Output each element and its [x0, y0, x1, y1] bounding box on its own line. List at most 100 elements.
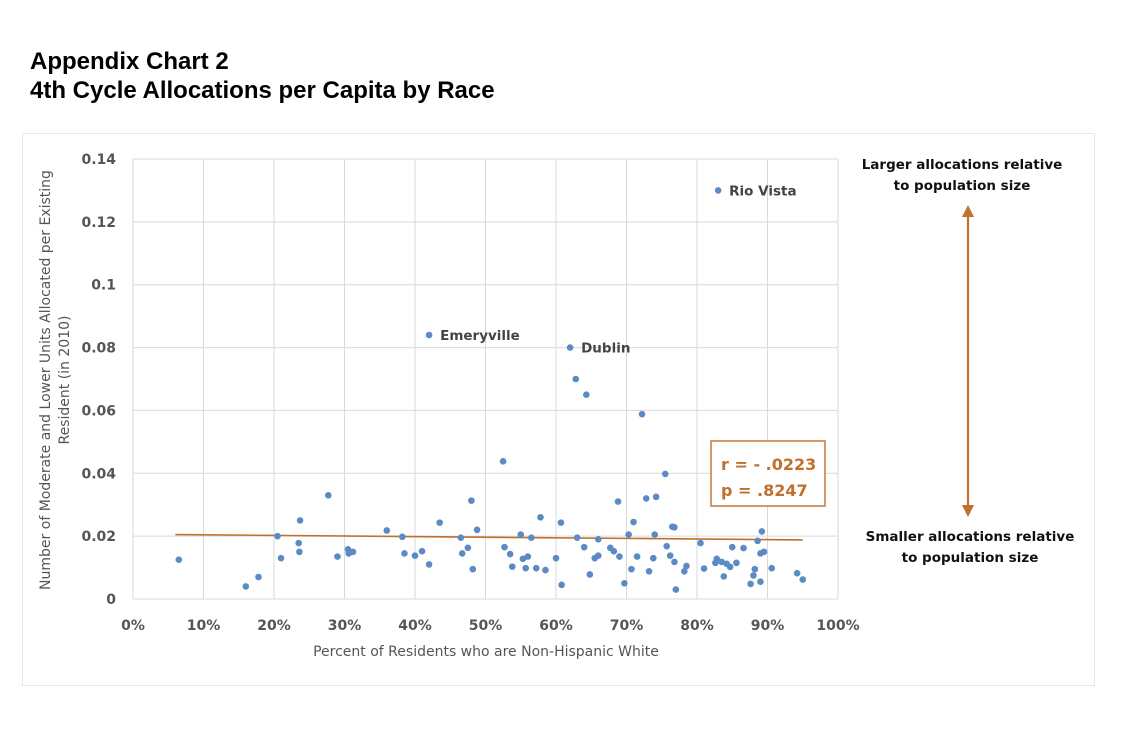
point-label: Emeryville: [440, 328, 520, 344]
data-point: [418, 547, 426, 555]
data-point: [628, 565, 635, 573]
data-point: [517, 531, 525, 538]
data-point: [614, 498, 622, 505]
data-point: [621, 579, 628, 587]
larger-note-line-2: to population size: [893, 178, 1031, 194]
data-point: [436, 519, 443, 526]
y-axis-label-line-2: Resident (in 2010): [57, 316, 73, 445]
data-point: [537, 513, 544, 521]
data-point: [754, 537, 761, 545]
data-point: [469, 565, 477, 573]
x-tick-label: 90%: [751, 618, 785, 634]
data-point: [255, 573, 262, 581]
data-point: [671, 524, 678, 531]
data-point: [558, 581, 565, 589]
data-point: [528, 534, 535, 542]
data-point: [700, 565, 708, 572]
x-tick-label: 40%: [398, 618, 432, 634]
point-label: Rio Vista: [729, 183, 796, 199]
data-point: [573, 534, 581, 542]
data-point: [457, 534, 465, 542]
data-point: [610, 547, 618, 555]
data-point: [751, 565, 759, 573]
data-point: [295, 539, 302, 547]
data-point: [296, 517, 304, 524]
data-point: [630, 518, 637, 526]
data-point: [411, 552, 419, 559]
x-tick-label: 70%: [610, 618, 644, 634]
data-point: [728, 543, 736, 551]
data-point: [760, 548, 768, 556]
data-point: [277, 554, 285, 562]
data-point: [524, 553, 532, 560]
data-point: [349, 548, 357, 556]
data-point: [633, 553, 641, 560]
chart-title: Appendix Chart 2 4th Cycle Allocations p…: [30, 47, 495, 105]
data-point: [757, 578, 764, 586]
y-tick-label: 0.1: [91, 278, 116, 294]
data-point: [651, 531, 658, 538]
title-line-1: Appendix Chart 2: [30, 48, 229, 75]
data-point: [768, 564, 776, 572]
y-tick-label: 0.08: [81, 341, 116, 357]
data-point: [499, 458, 507, 465]
larger-note-line-1: Larger allocations relative: [861, 157, 1063, 173]
data-point: [661, 470, 669, 478]
data-point: [274, 532, 281, 540]
data-point: [552, 554, 560, 562]
x-tick-label: 0%: [121, 618, 145, 634]
x-tick-label: 20%: [257, 618, 291, 634]
data-point: [175, 556, 183, 564]
title-line-2: 4th Cycle Allocations per Capita by Race: [30, 77, 495, 104]
x-tick-label: 30%: [328, 618, 362, 634]
x-axis-label: Percent of Residents who are Non-Hispani…: [313, 644, 659, 660]
data-point: [793, 569, 801, 577]
data-point: [324, 491, 332, 499]
data-point: [519, 555, 527, 563]
data-point: [473, 526, 481, 534]
data-point: [666, 552, 674, 559]
y-tick-label: 0.12: [81, 215, 116, 231]
data-point: [595, 535, 602, 543]
data-point: [683, 562, 690, 570]
y-tick-label: 0: [106, 592, 116, 608]
data-point: [542, 566, 549, 574]
y-tick-label: 0.06: [81, 403, 116, 419]
double-arrow-icon: [962, 205, 974, 517]
y-tick-label: 0.02: [81, 529, 116, 545]
larger-allocations-note: Larger allocations relative to populatio…: [852, 155, 1072, 197]
data-point: [401, 550, 408, 557]
data-point: [672, 586, 680, 593]
smaller-note-line-1: Smaller allocations relative: [865, 529, 1075, 545]
data-point: [652, 493, 660, 501]
data-point: [334, 553, 341, 560]
x-tick-label: 100%: [816, 618, 859, 634]
data-point: [383, 527, 391, 534]
data-point: [583, 391, 590, 399]
data-point: [425, 561, 433, 568]
stats-box: [710, 440, 826, 507]
x-tick-label: 50%: [469, 618, 503, 634]
data-point: [399, 533, 406, 541]
data-point: [557, 519, 565, 526]
data-point: [638, 410, 646, 418]
data-point: [740, 544, 747, 552]
data-point: [645, 568, 653, 575]
data-point: [242, 583, 250, 590]
chart-panel: [22, 133, 1095, 686]
data-point: [747, 580, 754, 588]
data-point: [522, 564, 529, 572]
data-point: [726, 563, 734, 571]
data-point: [572, 375, 580, 383]
data-point: [595, 552, 602, 559]
y-axis-label-line-1: Number of Moderate and Lower Units Alloc…: [38, 170, 54, 590]
gridlines: [132, 158, 839, 600]
point-label: Dublin: [581, 341, 630, 357]
stats-p: p = .8247: [721, 481, 808, 500]
labeled-data-point: [566, 344, 574, 351]
data-point: [642, 495, 650, 502]
data-point: [616, 553, 623, 560]
smaller-note-line-2: to population size: [901, 550, 1039, 566]
data-point: [580, 543, 588, 551]
